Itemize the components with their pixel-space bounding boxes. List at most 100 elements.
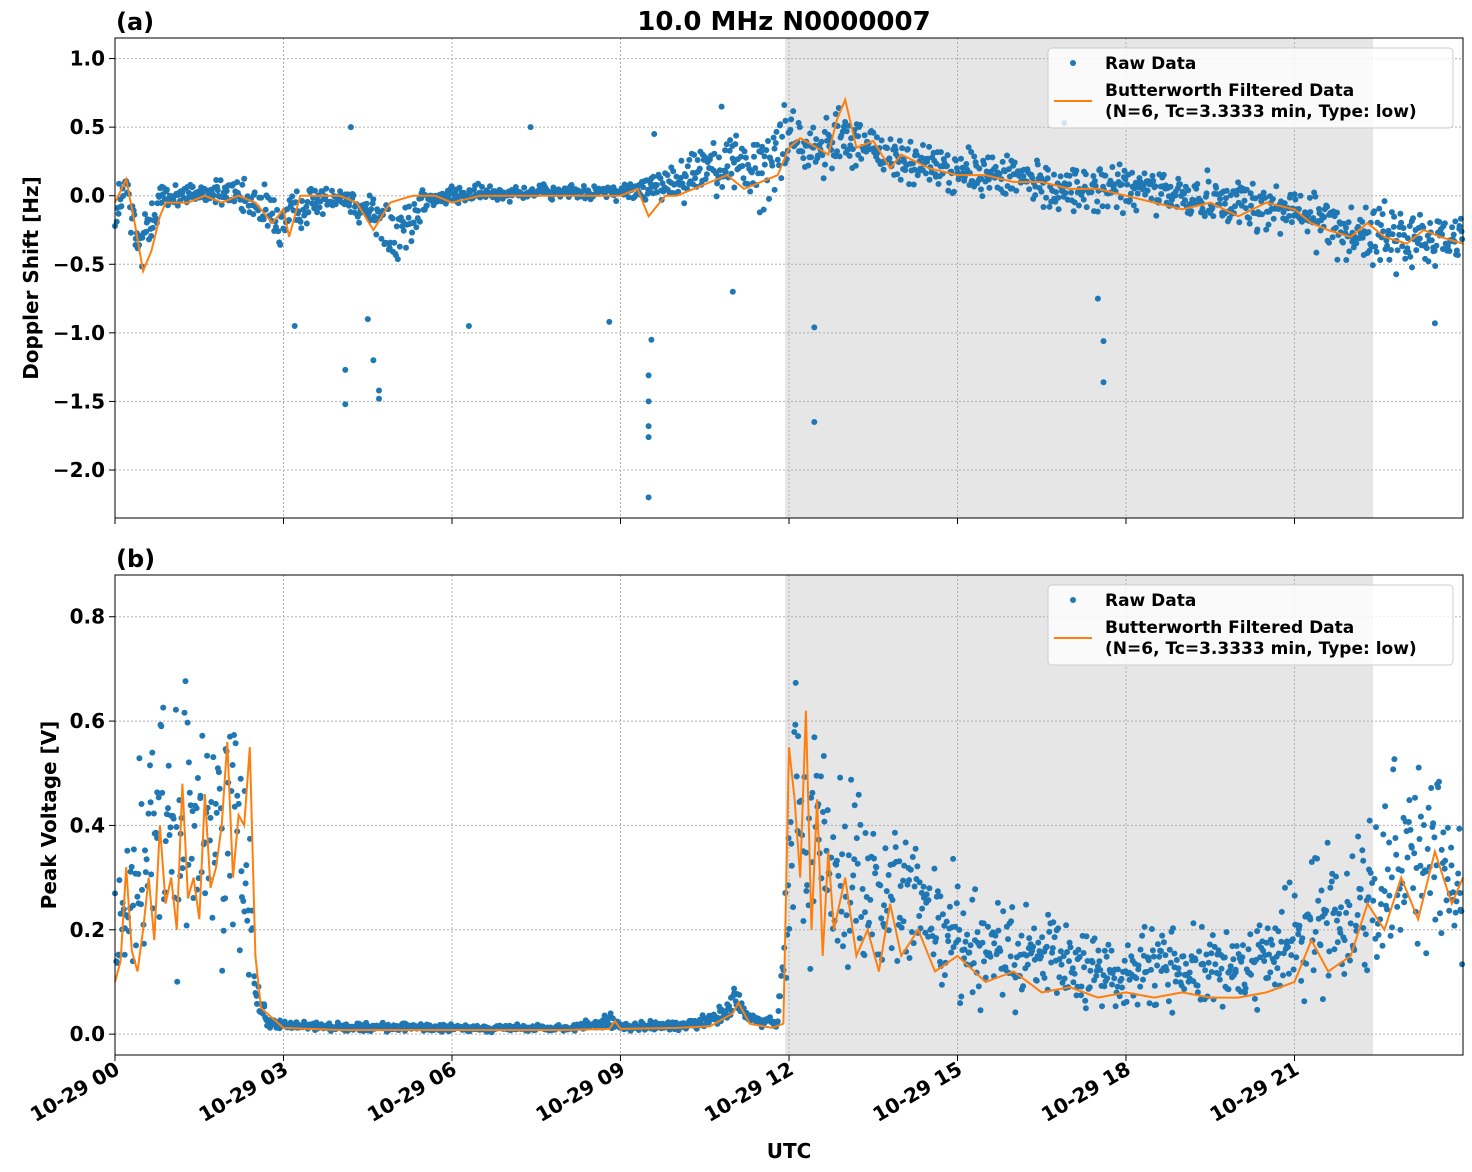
raw-data-point	[251, 189, 258, 196]
raw-data-point	[350, 192, 357, 199]
raw-data-point	[924, 155, 931, 162]
raw-data-point	[1083, 204, 1090, 211]
raw-data-point	[1391, 756, 1398, 763]
raw-data-point	[214, 187, 221, 194]
raw-data-point	[261, 181, 268, 188]
raw-data-point	[607, 1010, 614, 1017]
raw-data-point	[976, 165, 983, 172]
raw-data-point	[323, 185, 330, 192]
raw-data-point	[790, 904, 797, 911]
raw-data-point	[1094, 198, 1101, 205]
raw-data-point	[1334, 939, 1341, 946]
raw-data-point	[448, 183, 455, 190]
raw-data-point	[1038, 188, 1045, 195]
raw-data-point	[1083, 933, 1090, 940]
raw-data-point	[188, 855, 195, 862]
raw-data-point	[843, 912, 850, 919]
raw-data-point	[1057, 173, 1064, 180]
raw-data-point	[1082, 997, 1089, 1004]
raw-data-point	[1265, 974, 1272, 981]
raw-data-point	[938, 981, 945, 988]
raw-data-point	[896, 137, 903, 144]
raw-data-point	[1067, 944, 1074, 951]
raw-data-point	[1036, 948, 1043, 955]
raw-data-point	[312, 187, 318, 194]
raw-data-point	[777, 121, 784, 128]
raw-data-point	[977, 1007, 984, 1014]
raw-data-point	[790, 108, 797, 115]
raw-data-point	[1398, 219, 1405, 226]
raw-data-point	[1362, 204, 1369, 211]
raw-data-point	[1433, 242, 1440, 249]
raw-data-point	[1455, 870, 1462, 877]
raw-data-point	[682, 173, 689, 180]
raw-data-point	[957, 1000, 964, 1007]
raw-data-point	[1114, 171, 1121, 178]
raw-data-point	[1213, 184, 1220, 191]
panel-b-ylabel: Peak Voltage [V]	[37, 721, 61, 910]
raw-data-point	[393, 223, 400, 230]
raw-data-point	[405, 214, 412, 221]
raw-data-point	[964, 931, 971, 938]
raw-data-point	[1377, 257, 1384, 263]
raw-data-point	[1104, 975, 1111, 982]
raw-data-point	[997, 948, 1004, 954]
raw-data-point	[1444, 243, 1451, 250]
raw-data-point	[1336, 910, 1342, 917]
raw-data-point	[1095, 947, 1102, 954]
raw-data-point	[1411, 850, 1418, 857]
raw-data-point	[850, 872, 857, 879]
raw-data-point	[852, 162, 859, 169]
raw-data-point	[796, 124, 803, 131]
raw-data-point	[1326, 239, 1332, 246]
raw-data-point	[1310, 215, 1317, 222]
raw-data-point	[1198, 923, 1205, 930]
raw-data-point	[1149, 947, 1156, 954]
raw-data-point	[1371, 875, 1378, 882]
raw-data-point	[1218, 965, 1225, 972]
raw-data-point	[411, 201, 418, 207]
raw-data-point	[1265, 221, 1272, 228]
y-tick-label: 0.4	[70, 813, 105, 837]
raw-data-point	[1088, 189, 1095, 196]
raw-data-point	[1450, 231, 1457, 238]
raw-data-point	[1071, 970, 1078, 977]
raw-data-point	[1148, 195, 1155, 202]
raw-data-point	[1044, 175, 1051, 182]
raw-data-point	[1011, 962, 1018, 968]
raw-data-point	[1137, 983, 1144, 990]
raw-data-point	[1410, 215, 1416, 222]
raw-data-point	[906, 181, 913, 188]
raw-data-point	[1023, 901, 1030, 908]
raw-data-point	[907, 866, 914, 873]
raw-data-point	[213, 177, 220, 183]
x-tick-label: 10-29 06	[363, 1057, 461, 1127]
raw-data-point	[803, 849, 810, 856]
raw-data-point	[765, 138, 771, 144]
raw-data-point	[1202, 967, 1209, 974]
raw-data-point	[829, 165, 835, 172]
raw-data-point	[1232, 969, 1239, 976]
raw-data-outlier	[645, 372, 652, 379]
raw-data-point	[1347, 957, 1353, 964]
raw-data-point	[1118, 975, 1125, 982]
raw-data-point	[1216, 976, 1223, 983]
raw-data-point	[1211, 943, 1218, 950]
panel-a-filtered-line	[114, 96, 1464, 275]
raw-data-point	[150, 810, 157, 817]
raw-data-point	[272, 223, 279, 230]
raw-data-point	[1293, 954, 1300, 961]
raw-data-point	[1180, 953, 1187, 960]
raw-data-point	[521, 184, 528, 191]
y-tick-label: −0.5	[53, 252, 105, 276]
raw-data-point	[1143, 968, 1150, 975]
raw-data-point	[1018, 932, 1025, 939]
raw-data-point	[1360, 857, 1367, 864]
raw-data-point	[1405, 819, 1412, 825]
raw-data-point	[1431, 834, 1438, 841]
raw-data-point	[664, 172, 671, 178]
raw-data-point	[843, 128, 850, 135]
raw-data-point	[761, 161, 768, 168]
raw-data-point	[837, 774, 844, 781]
raw-data-point	[845, 852, 852, 859]
